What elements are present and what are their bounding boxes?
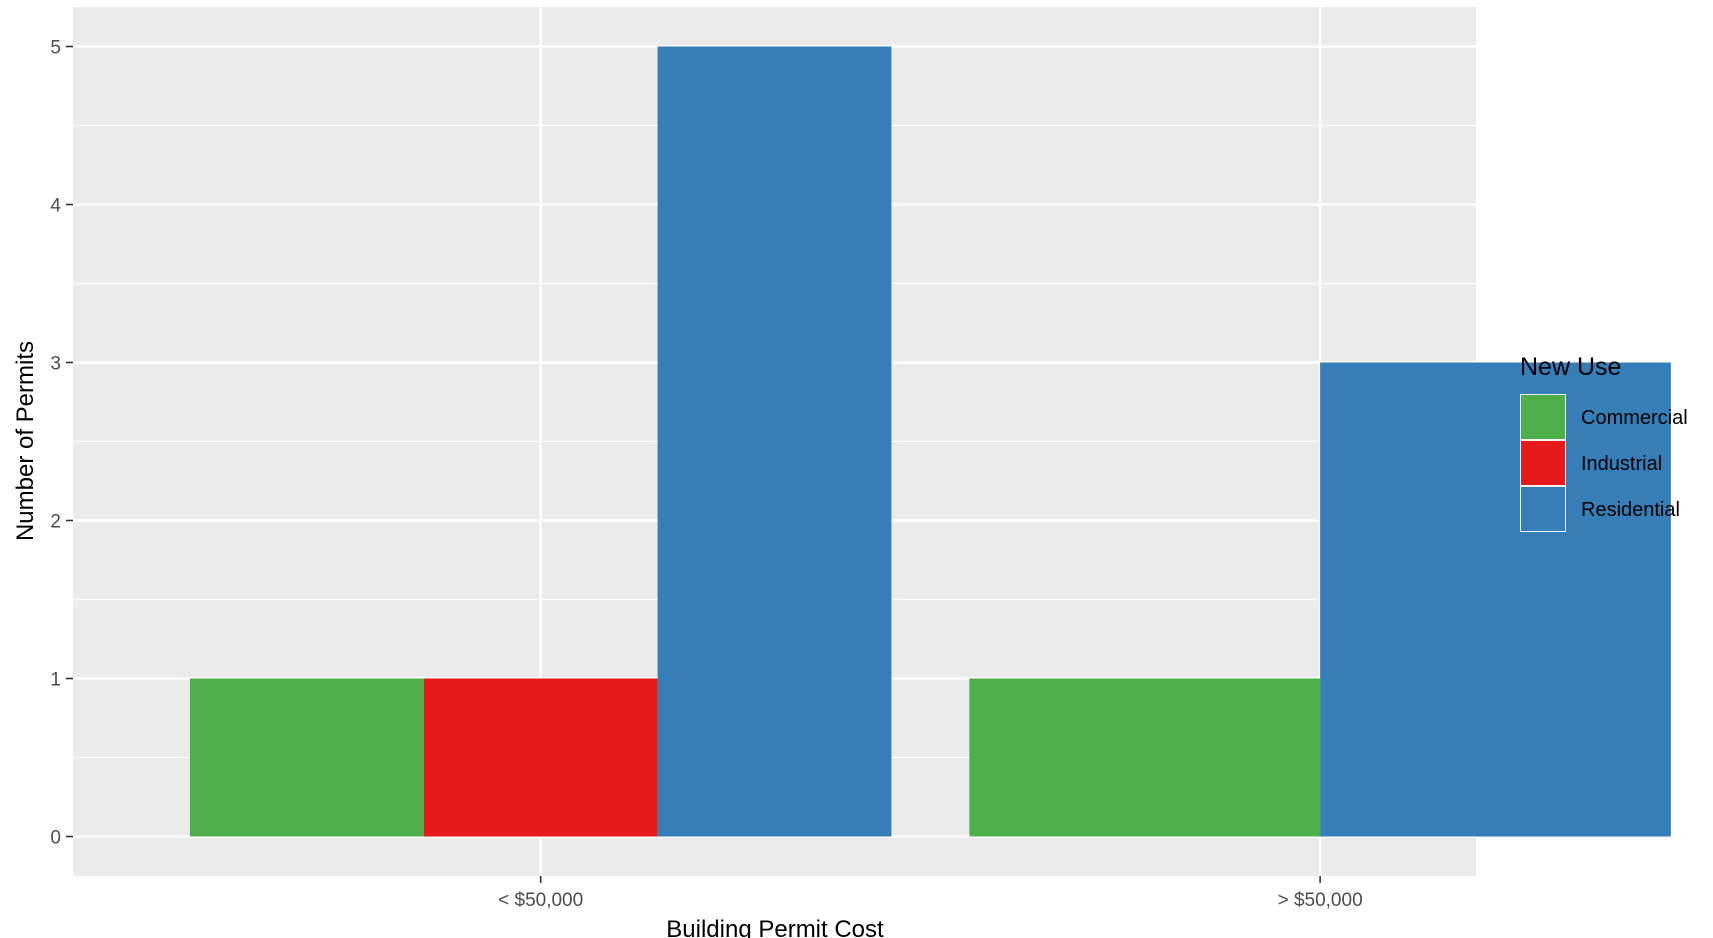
legend-swatch-industrial: [1521, 441, 1565, 485]
y-tick-label: 0: [50, 828, 61, 849]
legend-title: New Use: [1520, 353, 1621, 381]
bar-residential-2: [1320, 362, 1671, 837]
legend-label-residential: Residential: [1581, 499, 1680, 521]
bar-industrial-1: [423, 678, 658, 837]
legend-swatch-residential: [1521, 487, 1565, 531]
y-tick-label: 4: [50, 196, 61, 217]
legend-label-commercial: Commercial: [1581, 407, 1688, 429]
bar-residential-1: [657, 46, 892, 837]
x-axis: < $50,000 > $50,000: [498, 876, 1363, 911]
x-tick-label: > $50,000: [1278, 890, 1363, 911]
legend-label-industrial: Industrial: [1581, 453, 1662, 475]
bar-commercial-1: [189, 678, 424, 837]
y-axis: 0 1 2 3 4 5: [50, 38, 73, 849]
y-tick-label: 2: [50, 512, 61, 533]
y-axis-title: Number of Permits: [12, 341, 39, 541]
legend-swatch-commercial: [1521, 395, 1565, 439]
y-tick-label: 3: [50, 354, 61, 375]
bar-commercial-2: [969, 678, 1321, 837]
y-tick-label: 1: [50, 670, 61, 691]
legend: New Use Commercial Industrial Residential: [1520, 353, 1688, 532]
y-tick-label: 5: [50, 38, 61, 59]
x-axis-title: Building Permit Cost: [666, 916, 884, 938]
x-tick-label: < $50,000: [498, 890, 583, 911]
bars: [189, 46, 1671, 837]
